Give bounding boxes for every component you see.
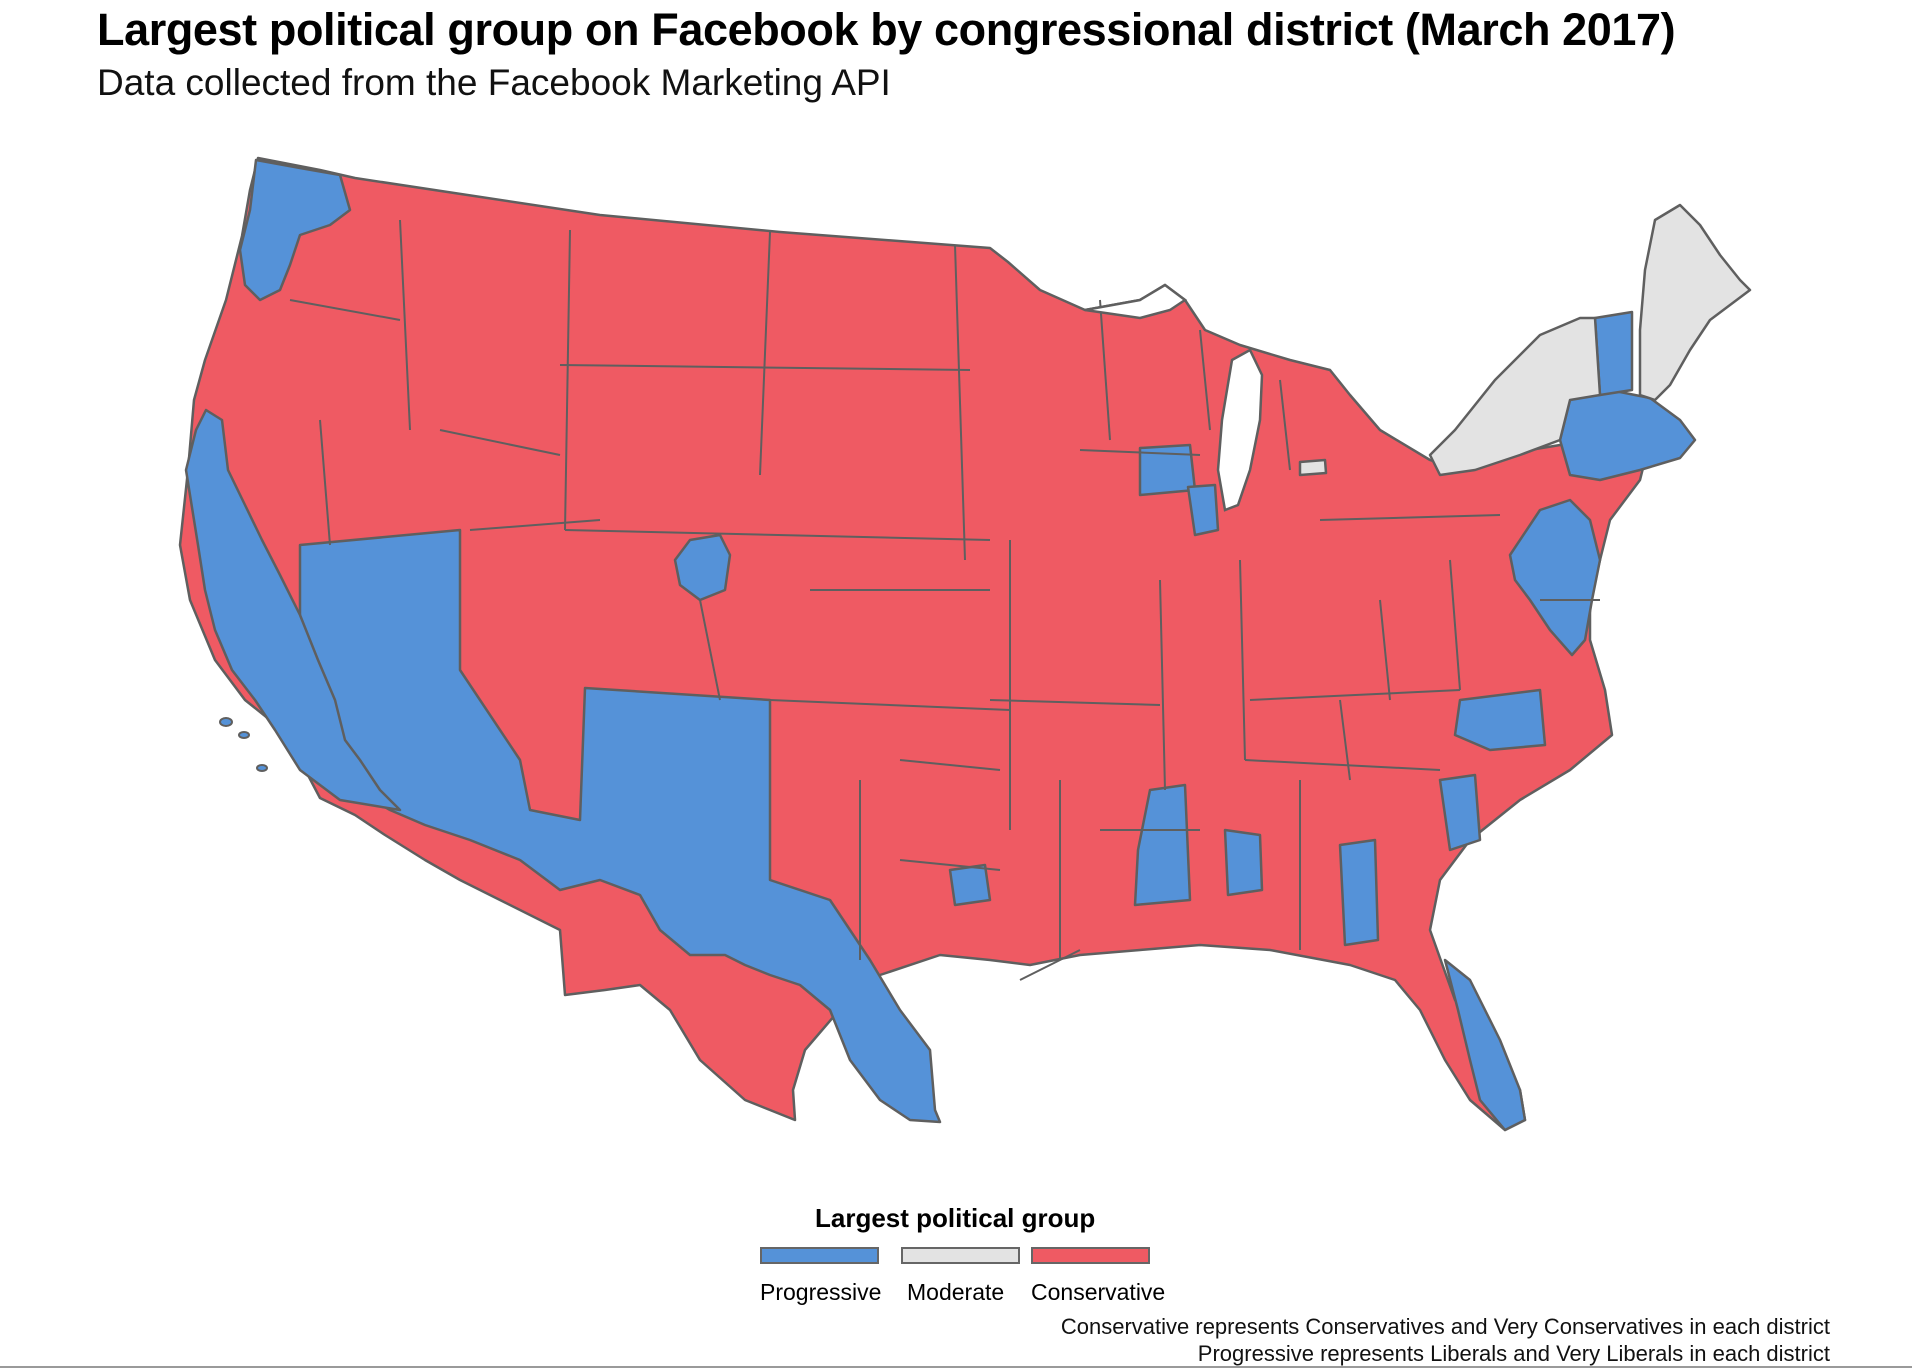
progressive-region-southwest — [298, 528, 942, 1124]
progressive-region-colorado — [673, 533, 732, 602]
lake-michigan — [1216, 348, 1264, 512]
progressive-region-south-carolina — [1438, 773, 1482, 852]
legend-items: Progressive Moderate Conservative — [760, 1247, 1172, 1317]
page-title: Largest political group on Facebook by c… — [97, 4, 1676, 55]
legend-swatch-conservative — [1031, 1247, 1150, 1264]
progressive-region-new-england — [1558, 388, 1697, 482]
legend-title: Largest political group — [815, 1203, 1096, 1233]
legend-label-progressive: Progressive — [760, 1279, 882, 1305]
progressive-region-chicago — [1186, 483, 1220, 537]
legend-item-progressive: Progressive — [760, 1247, 881, 1305]
legend-item-conservative: Conservative — [1031, 1247, 1165, 1305]
page-subtitle: Data collected from the Facebook Marketi… — [97, 62, 891, 103]
bottom-divider — [0, 1366, 1912, 1368]
progressive-region-mississippi — [1133, 783, 1192, 907]
progressive-region-alabama — [1223, 828, 1264, 897]
progressive-region-west-coast — [184, 408, 402, 812]
channel-islands — [219, 717, 268, 772]
moderate-region-michigan — [1298, 458, 1328, 477]
progressive-region-georgia — [1338, 838, 1380, 947]
district-boundaries — [289, 219, 1600, 981]
progressive-region-mid-atlantic — [1508, 498, 1602, 657]
legend-label-conservative: Conservative — [1031, 1279, 1166, 1305]
caption-progressive-definition: Progressive represents Liberals and Very… — [1197, 1341, 1830, 1366]
moderate-region-maine — [1638, 203, 1752, 402]
moderate-region-new-york — [1428, 316, 1602, 477]
progressive-region-vermont — [1593, 310, 1634, 397]
progressive-region-florida — [1443, 958, 1527, 1132]
progressive-region-new-orleans — [948, 863, 992, 907]
legend-swatch-moderate — [901, 1247, 1020, 1264]
progressive-region-north-carolina — [1453, 688, 1547, 752]
legend-label-moderate: Moderate — [907, 1279, 1005, 1305]
legend-swatch-progressive — [760, 1247, 879, 1264]
lake-superior — [1084, 283, 1188, 320]
progressive-region-pacific-northwest — [238, 158, 352, 302]
caption-conservative-definition: Conservative represents Conservatives an… — [1060, 1314, 1830, 1339]
legend-item-moderate: Moderate — [901, 1247, 1020, 1305]
